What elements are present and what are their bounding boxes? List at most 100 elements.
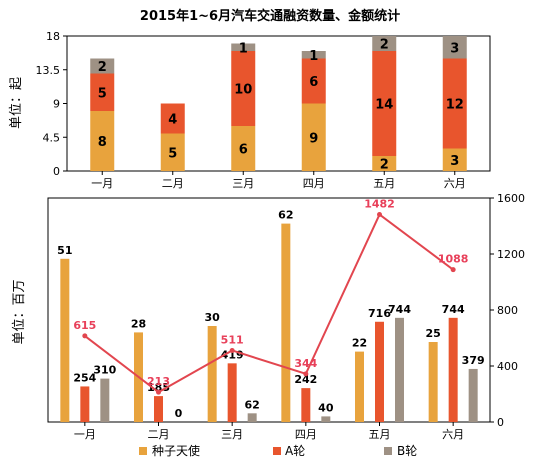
bottom-x-axis-labels: 一月 二月 三月 四月 五月 六月 <box>74 422 464 441</box>
bottom-grouped-bars: 5125431028185030419626224240227167442574… <box>57 209 485 422</box>
bottom-bar-a_round <box>227 363 237 422</box>
top-bar-segment-seed <box>301 103 326 171</box>
top-x-tick-label: 二月 <box>162 177 184 190</box>
top-bar-value-label: 2 <box>380 38 389 53</box>
total-amount-line <box>84 212 454 394</box>
top-bar-segment-a_round <box>160 103 185 134</box>
total-amount-point <box>82 333 88 339</box>
top-bar-segment-b_round <box>301 51 326 59</box>
top-bar-value-label: 10 <box>234 83 252 98</box>
top-bar-value-label: 2 <box>98 60 107 75</box>
bottom-bar-seed <box>60 258 70 422</box>
bottom-bar-value-label: 254 <box>73 371 96 384</box>
bottom-bar-value-label: 185 <box>147 381 170 394</box>
total-amount-label: 1088 <box>438 253 469 266</box>
bottom-bar-a_round <box>154 396 163 422</box>
top-bar-segment-seed <box>160 133 185 171</box>
bottom-bar-value-label: 30 <box>205 311 221 324</box>
top-y-tick-label: 9 <box>53 98 60 111</box>
top-bar-segment-a_round <box>442 58 467 149</box>
top-y-tick-label: 0 <box>53 165 60 178</box>
bottom-bar-value-label: 62 <box>278 209 293 222</box>
legend-swatch-seed <box>139 447 147 455</box>
top-bar-value-label: 6 <box>309 75 318 90</box>
bottom-y-axis-label: 单位：百万 <box>12 279 27 344</box>
bottom-bar-a_round <box>375 321 384 422</box>
total-amount-label: 511 <box>221 333 244 346</box>
bottom-bar-seed <box>281 223 291 422</box>
top-bar-segment-seed <box>231 126 256 171</box>
top-bar-segment-a_round <box>372 51 397 156</box>
total-amount-label: 615 <box>73 319 96 332</box>
top-bar-value-label: 5 <box>168 146 177 161</box>
top-bar-value-label: 8 <box>98 135 107 150</box>
top-bar-value-label: 4 <box>168 113 177 128</box>
top-y-axis-label: 单位：起 <box>9 77 24 129</box>
top-bar-value-label: 12 <box>446 98 464 113</box>
bottom-y-tick-label: 400 <box>497 360 518 373</box>
top-x-tick-label: 三月 <box>232 177 254 190</box>
top-x-tick-label: 一月 <box>91 177 113 190</box>
top-bar-value-label: 6 <box>239 143 248 158</box>
bottom-bar-value-label: 744 <box>442 303 465 316</box>
top-bar-value-label: 5 <box>98 86 107 101</box>
top-plot-frame <box>66 35 491 172</box>
bottom-x-tick-label: 六月 <box>442 428 464 441</box>
bottom-bar-value-label: 716 <box>368 307 391 320</box>
bottom-bar-value-label: 242 <box>294 373 317 386</box>
total-amount-label: 1482 <box>364 198 395 211</box>
bottom-bar-value-label: 40 <box>318 401 334 414</box>
bottom-bar-b_round <box>247 413 257 422</box>
top-y-tick-label: 13.5 <box>36 64 61 77</box>
total-amount-point <box>156 389 161 395</box>
bottom-right-y-axis-ticks: 0 400 800 1200 1600 <box>490 192 525 429</box>
top-bar-value-label: 1 <box>309 49 318 64</box>
bottom-bar-value-label: 22 <box>352 337 367 350</box>
bottom-bar-b_round <box>468 368 478 422</box>
total-amount-label: 344 <box>294 357 317 370</box>
top-x-tick-label: 四月 <box>303 177 325 190</box>
bottom-bar-a_round <box>301 388 311 422</box>
legend-swatch-a-round <box>273 447 281 455</box>
bottom-bar-value-label: 379 <box>462 354 485 367</box>
top-bar-segment-b_round <box>231 43 256 51</box>
bottom-x-tick-label: 三月 <box>221 428 243 441</box>
legend-label-b-round: B轮 <box>397 444 417 458</box>
bottom-bar-b_round <box>321 416 331 422</box>
top-x-tick-label: 五月 <box>373 177 395 190</box>
top-bar-segment-a_round <box>231 51 256 126</box>
chart-title: 2015年1~6月汽车交通融资数量、金额统计 <box>140 8 400 24</box>
legend-swatch-b-round <box>384 447 392 455</box>
total-amount-point <box>303 371 309 377</box>
top-y-tick-label: 4.5 <box>43 131 61 144</box>
top-bar-value-label: 1 <box>239 41 248 56</box>
bottom-x-tick-label: 五月 <box>369 428 391 441</box>
bottom-x-tick-label: 二月 <box>148 428 170 441</box>
bottom-bar-value-label: 0 <box>175 407 183 420</box>
total-amount-line-series: 615 213 511 344 1482 1088 <box>73 198 468 395</box>
bottom-bar-value-label: 62 <box>245 398 260 411</box>
bottom-bar-value-label: 25 <box>426 327 441 340</box>
bottom-y-tick-label: 1600 <box>497 192 525 205</box>
bottom-y-tick-label: 800 <box>497 304 518 317</box>
legend: 种子天使 A轮 B轮 <box>139 443 417 458</box>
total-amount-point <box>377 212 382 218</box>
bottom-y-tick-label: 1200 <box>497 248 525 261</box>
top-x-axis-labels: 一月 二月 三月 四月 五月 六月 <box>91 171 466 190</box>
bottom-bar-b_round <box>395 317 404 422</box>
bottom-bar-value-label: 28 <box>131 317 146 330</box>
total-amount-point <box>229 347 235 353</box>
top-bar-segment-seed <box>442 148 467 171</box>
bottom-y-tick-label: 0 <box>497 416 504 429</box>
total-amount-label: 213 <box>147 375 170 388</box>
top-y-tick-label: 18 <box>46 30 60 43</box>
top-bar-value-label: 14 <box>375 98 393 113</box>
top-y-axis-ticks: 0 4.5 9 13.5 18 <box>36 30 67 178</box>
bottom-bar-b_round <box>100 378 110 422</box>
top-bar-segment-b_round <box>90 58 115 74</box>
bottom-bar-seed <box>355 351 364 422</box>
top-bar-value-label: 3 <box>450 154 459 169</box>
top-bar-segment-b_round <box>372 36 397 51</box>
bottom-bar-a_round <box>448 317 458 422</box>
